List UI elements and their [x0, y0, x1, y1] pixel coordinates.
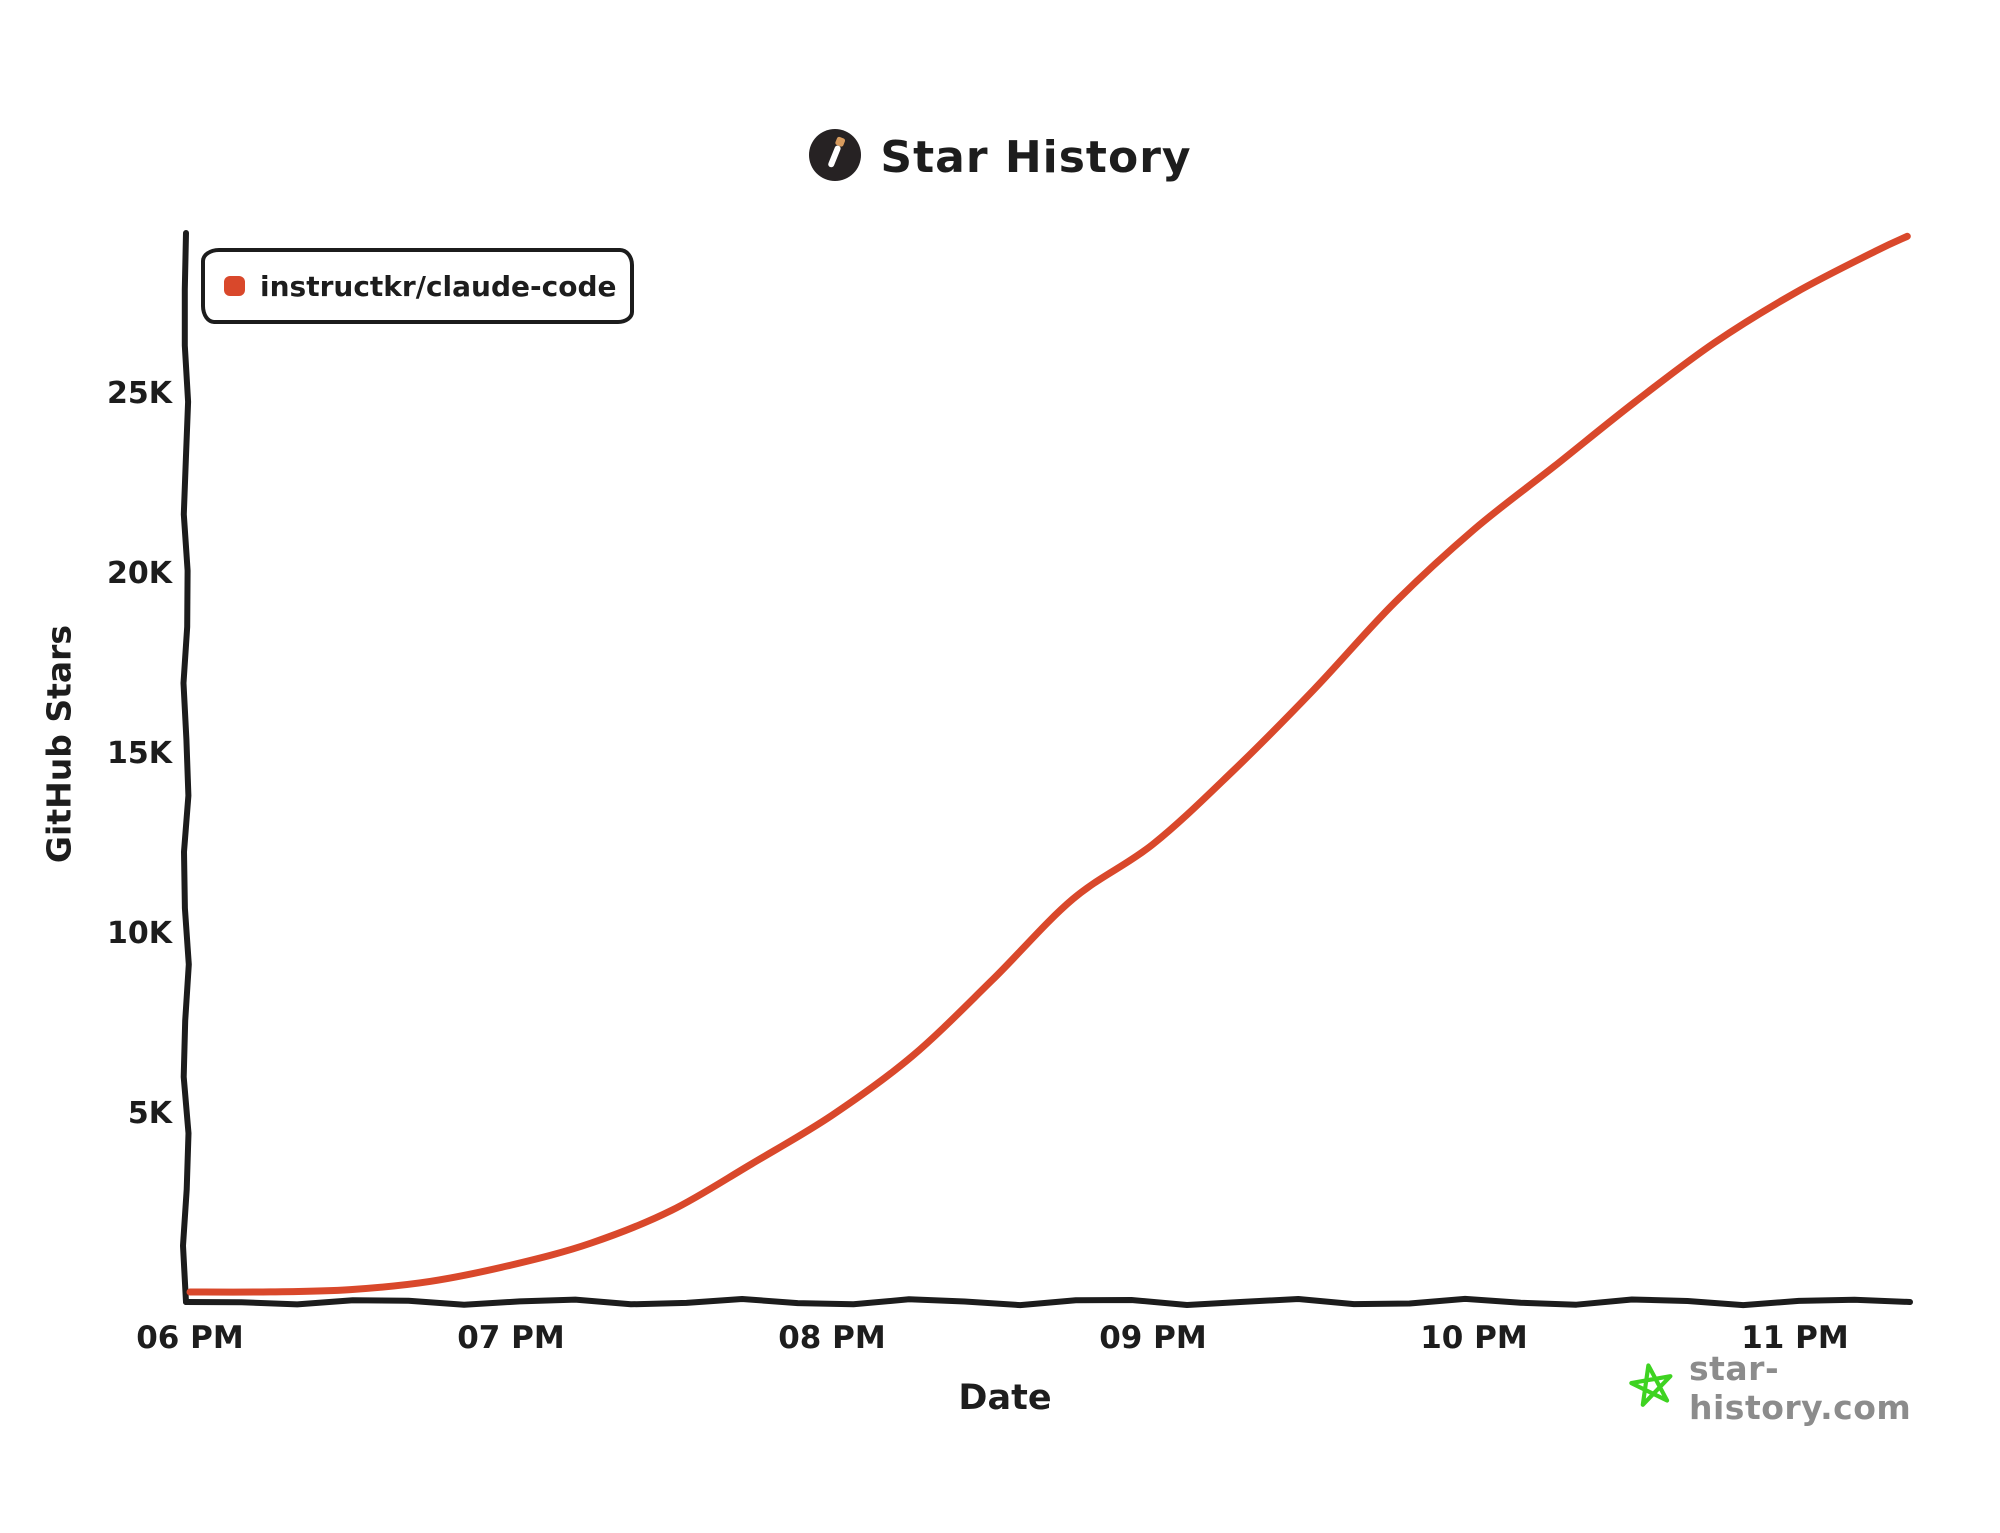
green-star-icon: [1628, 1362, 1676, 1414]
y-axis-line: [180, 230, 192, 1305]
y-tick-label: 5K: [127, 1096, 172, 1131]
x-tick-label: 08 PM: [778, 1320, 886, 1356]
x-axis-line: [183, 1295, 1913, 1309]
watermark: star-history.com: [1628, 1349, 2000, 1427]
x-tick-label: 06 PM: [136, 1320, 244, 1356]
page-title: Star History: [880, 131, 1192, 183]
x-tick-label: 11 PM: [1741, 1320, 1849, 1356]
y-tick-label: 10K: [107, 916, 172, 951]
legend-series-label: instructkr/claude-code: [260, 269, 617, 303]
watermark-text: star-history.com: [1689, 1349, 1912, 1427]
x-tick-label: 10 PM: [1420, 1320, 1528, 1356]
x-tick-label: 09 PM: [1099, 1320, 1207, 1356]
series-line-instructkr-claude-code: [186, 232, 1911, 1296]
y-tick-label: 15K: [107, 736, 172, 771]
page-header: Star History: [0, 128, 2000, 186]
y-tick-label: 25K: [107, 376, 172, 411]
legend-series-marker-icon: [224, 276, 245, 296]
x-axis-title: Date: [958, 1378, 1052, 1418]
legend-box: instructkr/claude-code: [201, 248, 634, 324]
x-tick-label: 07 PM: [457, 1320, 565, 1356]
star-history-logo-match-icon: [808, 128, 862, 186]
y-tick-label: 20K: [107, 556, 172, 591]
